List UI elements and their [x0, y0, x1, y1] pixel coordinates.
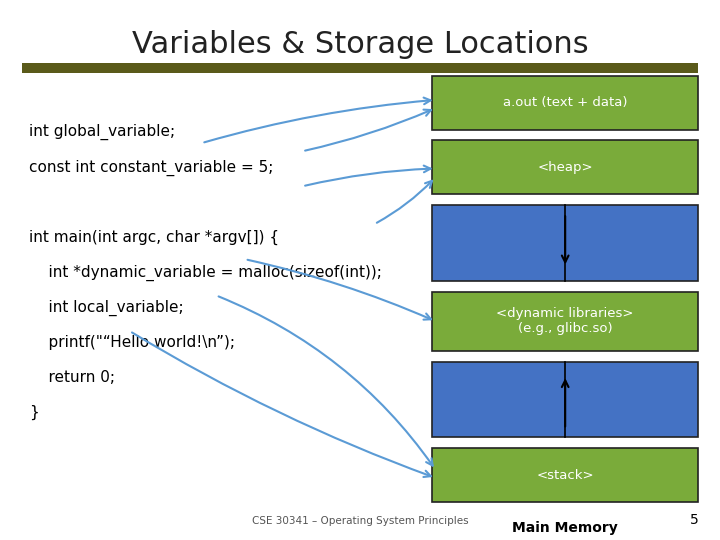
Bar	[22, 63, 698, 73]
Text: a.out (text + data): a.out (text + data)	[503, 96, 627, 109]
Bar	[432, 292, 698, 351]
Text: int *dynamic_variable = malloc(sizeof(int));: int *dynamic_variable = malloc(sizeof(in…	[29, 265, 382, 281]
Bar	[432, 362, 698, 437]
Text: printf("“Hello world!\n”);: printf("“Hello world!\n”);	[29, 335, 235, 350]
Bar	[432, 205, 698, 281]
Text: int global_variable;: int global_variable;	[29, 124, 175, 140]
Text: <stack>: <stack>	[536, 469, 594, 482]
Text: <dynamic libraries>
(e.g., glibc.so): <dynamic libraries> (e.g., glibc.so)	[497, 307, 634, 335]
Text: return 0;: return 0;	[29, 370, 114, 385]
Text: Variables & Storage Locations: Variables & Storage Locations	[132, 30, 588, 59]
Text: CSE 30341 – Operating System Principles: CSE 30341 – Operating System Principles	[252, 516, 468, 526]
Text: }: }	[29, 405, 39, 420]
Text: 5: 5	[690, 512, 698, 526]
Text: const int constant_variable = 5;: const int constant_variable = 5;	[29, 159, 273, 176]
Text: int local_variable;: int local_variable;	[29, 300, 184, 316]
Text: int main(int argc, char *argv[]) {: int main(int argc, char *argv[]) {	[29, 230, 279, 245]
Text: <heap>: <heap>	[537, 161, 593, 174]
Bar	[432, 140, 698, 194]
Text: Main Memory: Main Memory	[513, 521, 618, 535]
Bar	[432, 448, 698, 502]
Bar	[432, 76, 698, 130]
